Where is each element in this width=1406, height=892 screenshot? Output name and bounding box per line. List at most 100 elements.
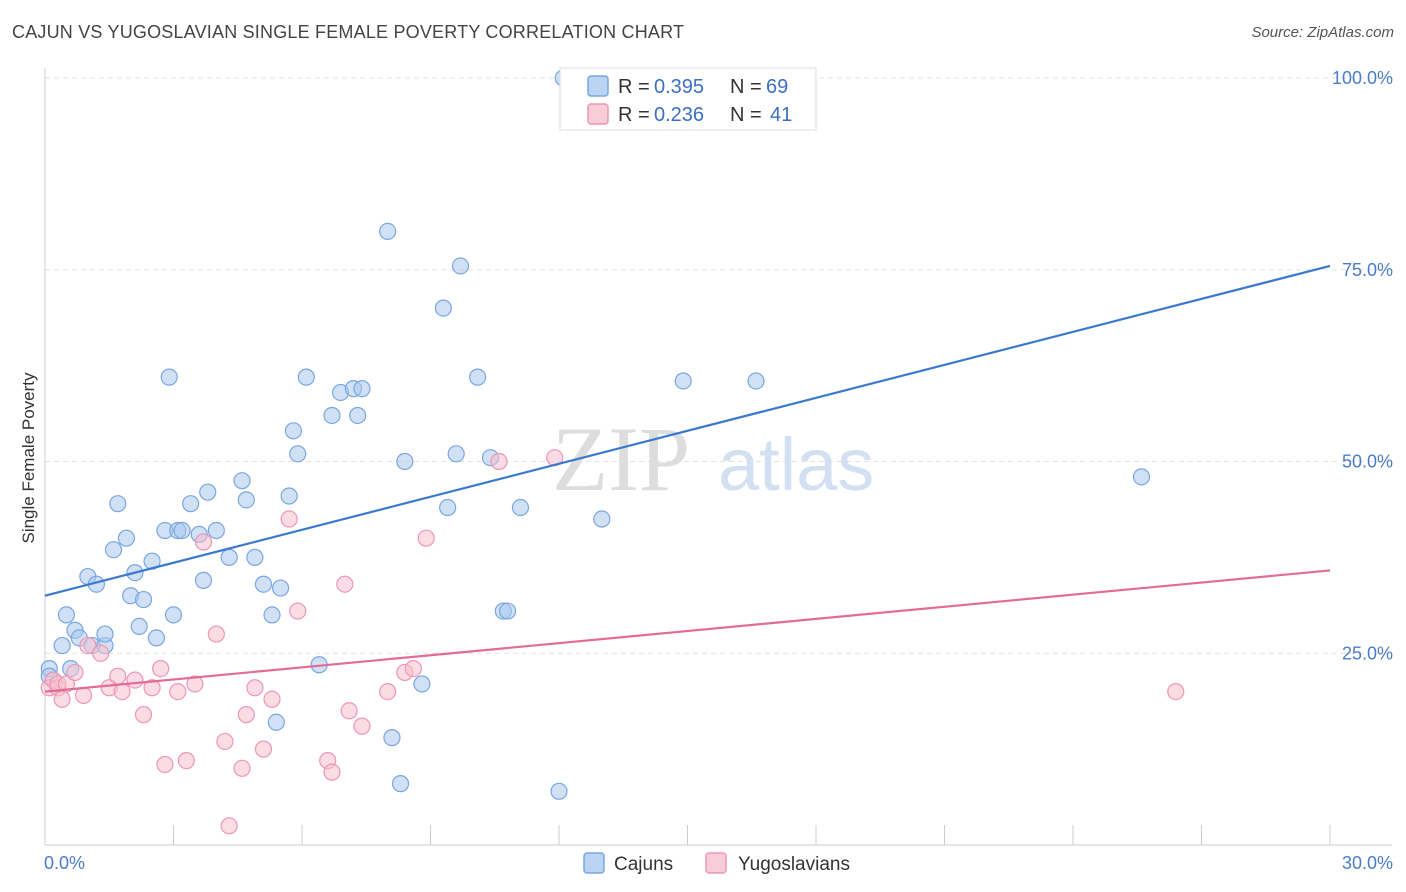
point-cajuns — [194, 571, 213, 589]
axes — [44, 68, 1392, 846]
series-label-cajuns: Cajuns — [614, 854, 673, 875]
point-cajuns — [117, 529, 135, 547]
point-cajuns — [220, 548, 238, 566]
point-cajuns — [747, 372, 765, 390]
point-yugoslavians — [216, 732, 234, 751]
point-yugoslavians — [246, 679, 264, 697]
legend-r-value-yugoslavians: 0.236 — [654, 104, 704, 126]
point-cajuns — [349, 406, 367, 425]
series-legend: Cajuns Yugoslavians — [583, 852, 850, 875]
y-tick-labels: 25.0% 50.0% 75.0% 100.0% — [1332, 68, 1393, 663]
point-cajuns — [499, 602, 517, 620]
point-yugoslavians — [1167, 682, 1185, 701]
point-cajuns — [439, 498, 457, 517]
point-cajuns — [391, 775, 410, 793]
legend-swatch-cajuns — [587, 75, 609, 97]
point-cajuns — [396, 452, 414, 471]
series-legend-cajuns[interactable]: Cajuns — [583, 852, 673, 875]
point-cajuns — [271, 579, 290, 597]
y-tick-label: 25.0% — [1342, 643, 1393, 663]
point-yugoslavians — [237, 706, 255, 724]
point-yugoslavians — [280, 510, 298, 528]
point-yugoslavians — [254, 740, 273, 758]
point-cajuns — [233, 472, 251, 490]
point-cajuns — [199, 483, 217, 501]
point-cajuns — [469, 368, 487, 386]
point-cajuns — [237, 491, 255, 509]
stats-legend-row-yugoslavians: R = 0.236 N = 41 — [587, 103, 792, 126]
point-yugoslavians — [53, 690, 71, 708]
x-tick-labels: 0.0% 30.0% — [44, 853, 1393, 873]
point-cajuns — [96, 625, 114, 643]
series-swatch-cajuns — [583, 852, 605, 874]
x-tick-label-min: 0.0% — [44, 853, 85, 873]
point-yugoslavians — [92, 644, 110, 662]
legend-n-value-cajuns: 69 — [766, 76, 788, 98]
y-tick-label: 100.0% — [1332, 68, 1393, 88]
point-cajuns — [57, 606, 76, 624]
series-label-yugoslavians: Yugoslavians — [738, 854, 850, 875]
point-yugoslavians — [152, 659, 170, 678]
x-tick-label-max: 30.0% — [1342, 853, 1393, 873]
trend-lines — [44, 264, 1331, 693]
point-cajuns — [383, 729, 401, 747]
point-cajuns — [104, 541, 123, 559]
point-yugoslavians — [233, 759, 251, 777]
point-cajuns — [263, 606, 281, 624]
legend-n-label: N = — [730, 76, 762, 98]
point-yugoslavians — [194, 533, 213, 551]
point-cajuns — [160, 368, 178, 386]
point-cajuns — [451, 257, 470, 275]
point-cajuns — [246, 548, 264, 566]
point-yugoslavians — [490, 452, 508, 471]
source-credit: Source: ZipAtlas.com — [1251, 24, 1394, 41]
point-yugoslavians — [57, 675, 76, 693]
series-swatch-yugoslavians — [705, 852, 727, 874]
grid-lines — [45, 77, 1392, 654]
point-yugoslavians — [417, 529, 435, 547]
legend-n-value-yugoslavians: 41 — [770, 104, 792, 126]
point-yugoslavians — [74, 686, 93, 705]
point-yugoslavians — [143, 679, 161, 697]
point-cajuns — [353, 380, 371, 398]
point-yugoslavians — [404, 659, 422, 678]
y-tick-label: 50.0% — [1342, 452, 1393, 472]
point-cajuns — [434, 299, 452, 317]
point-cajuns — [1132, 468, 1151, 486]
watermark-atlas: atlas — [718, 423, 874, 506]
point-cajuns — [413, 675, 431, 693]
point-cajuns — [550, 782, 568, 800]
trend-line-yugoslavians — [44, 569, 1331, 693]
point-cajuns — [284, 422, 303, 440]
point-cajuns — [593, 510, 611, 528]
point-yugoslavians — [156, 755, 174, 774]
point-yugoslavians — [66, 663, 84, 682]
point-yugoslavians — [289, 602, 307, 620]
point-cajuns — [173, 521, 191, 540]
point-yugoslavians — [220, 817, 238, 835]
point-cajuns — [134, 590, 153, 609]
point-yugoslavians — [323, 763, 341, 781]
watermark-zip: ZIP — [552, 408, 690, 510]
legend-r-value-cajuns: 0.395 — [654, 76, 704, 98]
point-yugoslavians — [263, 690, 281, 708]
point-yugoslavians — [113, 682, 131, 701]
stats-legend-row-cajuns: R = 0.395 N = 69 — [587, 75, 788, 98]
point-cajuns — [674, 372, 692, 390]
point-cajuns — [323, 406, 341, 425]
point-cajuns — [267, 713, 285, 731]
point-cajuns — [164, 606, 183, 624]
point-cajuns — [447, 445, 465, 463]
legend-swatch-yugoslavians — [587, 103, 609, 125]
point-cajuns — [254, 575, 273, 593]
point-yugoslavians — [353, 717, 371, 735]
point-cajuns — [207, 521, 225, 540]
point-cajuns — [289, 445, 307, 463]
point-yugoslavians — [379, 682, 397, 701]
point-cajuns — [53, 636, 71, 655]
series-legend-yugoslavians[interactable]: Yugoslavians — [705, 852, 850, 875]
chart-title: CAJUN VS YUGOSLAVIAN SINGLE FEMALE POVER… — [12, 22, 685, 42]
point-yugoslavians — [134, 706, 153, 724]
point-yugoslavians — [340, 702, 358, 720]
point-yugoslavians — [109, 667, 127, 685]
